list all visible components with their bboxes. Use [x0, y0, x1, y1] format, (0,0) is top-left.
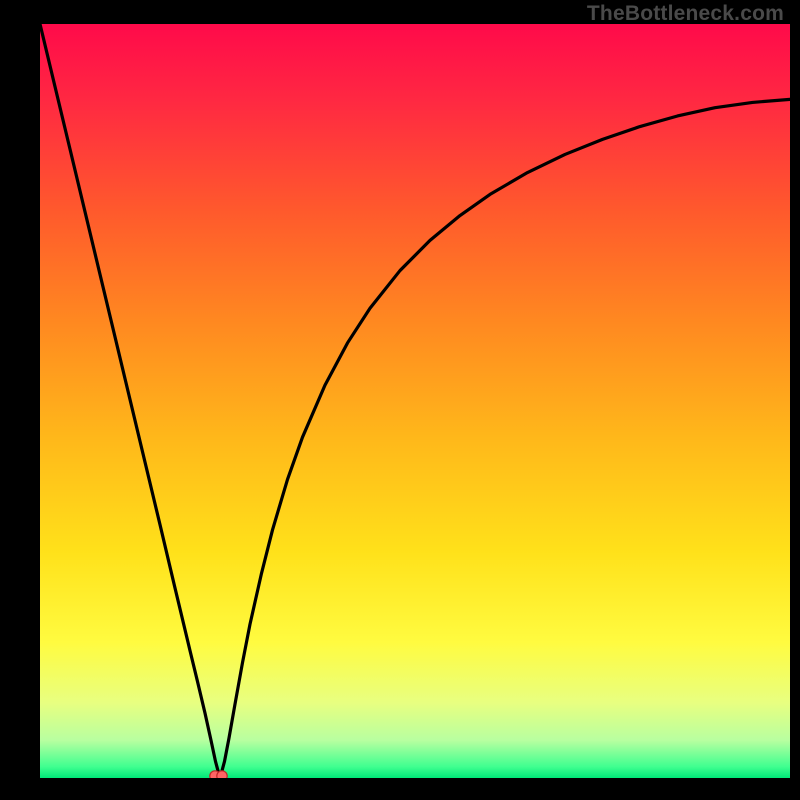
plot-gradient-background	[40, 24, 790, 778]
chart-stage: TheBottleneck.com	[0, 0, 800, 800]
chart-svg	[0, 0, 800, 800]
watermark-text: TheBottleneck.com	[587, 2, 784, 26]
plot-area	[40, 24, 790, 781]
